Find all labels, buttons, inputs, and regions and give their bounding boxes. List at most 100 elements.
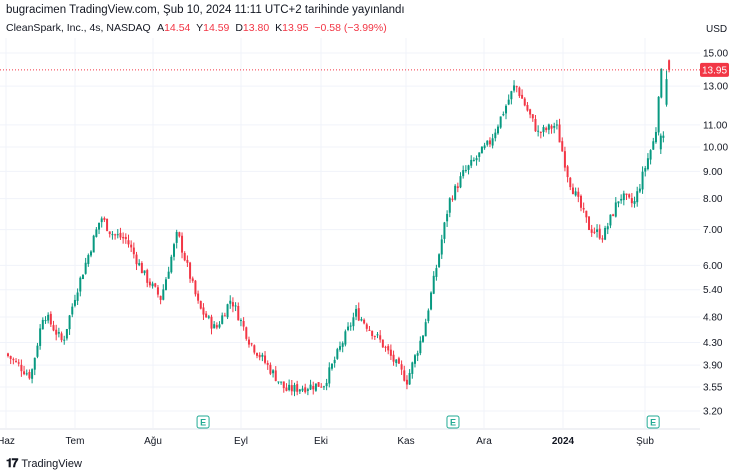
candle-body	[156, 287, 159, 295]
candle-body	[411, 362, 414, 374]
candle-body	[464, 169, 467, 172]
tradingview-brand[interactable]: 𝟏𝟕 TradingView	[6, 456, 82, 471]
candle-body	[365, 324, 368, 329]
x-tick-label: Tem	[66, 436, 85, 447]
candle-body	[256, 353, 259, 356]
candle-body	[181, 235, 184, 253]
candle-body	[55, 329, 58, 335]
candle-body	[654, 131, 657, 143]
candle-body	[285, 387, 288, 391]
candle-body	[470, 159, 473, 166]
candle-body	[547, 124, 550, 130]
candle-body	[127, 240, 130, 245]
candle-body	[392, 354, 395, 362]
symbol-name[interactable]: CleanSpark, Inc., 4s, NASDAQ	[6, 22, 151, 34]
candle-body	[633, 201, 636, 204]
candle-body	[561, 141, 564, 152]
close-value: 13.95	[282, 22, 309, 34]
candle-body	[60, 333, 63, 341]
candle-body	[491, 138, 494, 146]
candle-body	[620, 198, 623, 201]
candle-body	[395, 359, 398, 364]
candle-body	[229, 300, 232, 304]
candle-body	[638, 188, 641, 192]
candle-body	[194, 280, 197, 295]
candle-body	[478, 152, 481, 157]
candle-body	[582, 207, 585, 210]
candle-body	[622, 193, 625, 201]
candle-body	[314, 383, 317, 391]
candle-body	[614, 202, 617, 217]
candle-body	[529, 109, 532, 115]
x-tick-label: Eki	[314, 436, 328, 447]
candle-body	[210, 316, 213, 329]
x-tick-label: Eyl	[234, 436, 248, 447]
candle-body	[167, 271, 170, 279]
candle-body	[17, 362, 20, 364]
candle-body	[114, 234, 117, 236]
candle-body	[162, 289, 165, 300]
y-tick-label: 5.40	[703, 285, 723, 296]
candle-body	[496, 126, 499, 134]
candle-body	[79, 277, 82, 292]
candle-body	[41, 319, 44, 330]
candle-body	[405, 379, 408, 385]
candle-body	[480, 146, 483, 154]
candle-body	[593, 231, 596, 233]
candle-body	[459, 176, 462, 188]
x-tick-label: Kas	[397, 436, 414, 447]
candle-body	[432, 275, 435, 294]
candle-body	[403, 370, 406, 381]
candle-body	[371, 330, 374, 337]
candle-body	[90, 251, 93, 256]
candle-body	[440, 239, 443, 255]
candle-body	[430, 292, 433, 310]
candle-body	[507, 99, 510, 105]
candle-body	[630, 198, 633, 204]
candle-body	[646, 158, 649, 170]
candle-body	[534, 118, 537, 132]
candle-body	[604, 227, 607, 240]
close-label: K	[275, 22, 283, 34]
earnings-marker-label: E	[650, 418, 656, 428]
candle-body	[539, 131, 542, 133]
candle-body	[336, 349, 339, 359]
candle-body	[625, 193, 628, 195]
candle-body	[84, 262, 87, 274]
candle-body	[87, 255, 90, 265]
publication-line: bugracimen TradingView.com, Şub 10, 2024…	[6, 4, 405, 16]
candle-body	[606, 226, 609, 230]
candle-body	[63, 339, 66, 341]
candle-body	[175, 231, 178, 243]
candle-body	[173, 244, 176, 257]
candle-body	[569, 177, 572, 188]
candle-body	[71, 306, 74, 315]
candle-body	[250, 343, 253, 345]
candle-body	[515, 86, 518, 88]
candle-body	[352, 317, 355, 327]
candle-body	[189, 262, 192, 279]
y-tick-label: 7.00	[703, 225, 723, 236]
candle-body	[95, 229, 98, 237]
candle-body	[33, 357, 36, 370]
candle-body	[662, 135, 665, 138]
candle-body	[419, 340, 422, 354]
currency-label[interactable]: USD	[706, 24, 728, 35]
candle-body	[341, 343, 344, 347]
candle-body	[103, 218, 106, 220]
candle-body	[301, 388, 304, 391]
candle-body	[119, 232, 122, 238]
candle-body	[269, 364, 272, 374]
candle-body	[505, 105, 508, 114]
candle-body	[601, 238, 604, 240]
candle-body	[486, 140, 489, 145]
candle-body	[197, 293, 200, 301]
candle-body	[199, 301, 202, 309]
candle-body	[124, 236, 127, 240]
candle-body	[355, 308, 358, 317]
candle-body	[223, 315, 226, 317]
candle-body	[159, 295, 162, 300]
candle-body	[213, 324, 216, 329]
y-tick-label: 6.00	[703, 261, 723, 272]
